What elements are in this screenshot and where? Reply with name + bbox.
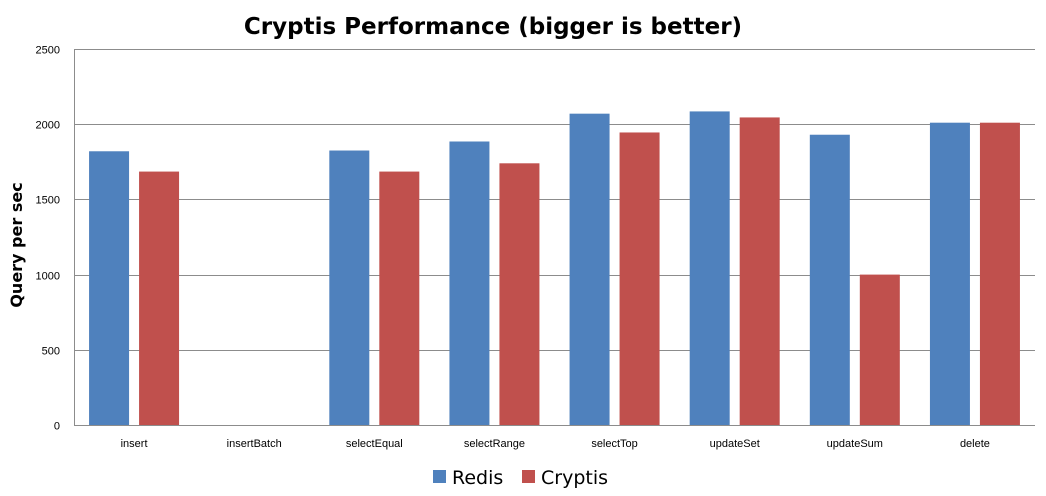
- bar-redis-selectTop: [569, 113, 610, 425]
- y-tick-label: 2000: [36, 120, 60, 132]
- y-tick-labels: 0 500 1000 1500 2000 2500: [36, 45, 60, 433]
- x-tick-labels: insert insertBatch selectEqual selectRange s…: [121, 438, 990, 450]
- bar-cryptis-updateSum: [859, 274, 900, 425]
- y-tick-label: 2500: [36, 45, 60, 57]
- legend-swatch-cryptis: [522, 470, 535, 483]
- x-tick-label: updateSum: [827, 438, 883, 450]
- bar-cryptis-selectTop: [619, 132, 660, 426]
- chart-title: Cryptis Performance (bigger is better): [244, 14, 742, 40]
- y-tick-label: 500: [42, 346, 60, 358]
- legend-label-cryptis: Cryptis: [541, 467, 608, 489]
- bar-cryptis-insert: [139, 171, 180, 425]
- x-tick-label: updateSet: [710, 438, 760, 450]
- bar-cryptis-updateSet: [739, 117, 780, 425]
- x-tick-label: delete: [960, 438, 990, 450]
- bar-redis-updateSet: [689, 111, 730, 425]
- x-tick-label: insertBatch: [227, 438, 282, 450]
- legend-label-redis: Redis: [452, 467, 503, 489]
- y-axis-label: Query per sec: [7, 182, 26, 307]
- bar-redis-updateSum: [809, 134, 850, 425]
- x-tick-label: insert: [121, 438, 148, 450]
- y-tick-label: 0: [54, 421, 60, 433]
- y-tick-label: 1000: [36, 271, 60, 283]
- bar-cryptis-selectRange: [499, 163, 540, 425]
- x-tick-label: selectRange: [464, 438, 525, 450]
- bar-redis-selectRange: [449, 141, 490, 425]
- bar-redis-insert: [89, 151, 130, 425]
- legend-swatch-redis: [433, 470, 446, 483]
- x-tick-label: selectEqual: [346, 438, 403, 450]
- bar-redis-selectEqual: [329, 150, 370, 425]
- x-tick-label: selectTop: [591, 438, 637, 450]
- y-tick-label: 1500: [36, 195, 60, 207]
- legend: Redis Cryptis: [433, 467, 608, 489]
- bar-cryptis-delete: [979, 122, 1020, 426]
- bar-redis-delete: [929, 122, 970, 426]
- bar-cryptis-selectEqual: [379, 171, 420, 425]
- bars: [74, 111, 1035, 426]
